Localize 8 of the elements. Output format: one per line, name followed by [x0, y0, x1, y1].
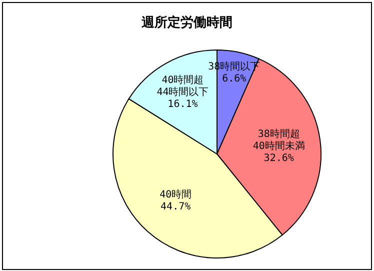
slice-label: 40時間: [160, 188, 192, 200]
data-label: 16.1%: [168, 98, 198, 110]
chart-title: 週所定労働時間: [140, 14, 232, 30]
data-label: 6.6%: [222, 73, 246, 84]
slice-label: 38時間超40時間未満: [252, 127, 305, 152]
slice-label: 40時間超44時間以下: [156, 74, 209, 98]
data-label: 32.6%: [264, 152, 294, 164]
data-label: 44.7%: [160, 201, 191, 212]
